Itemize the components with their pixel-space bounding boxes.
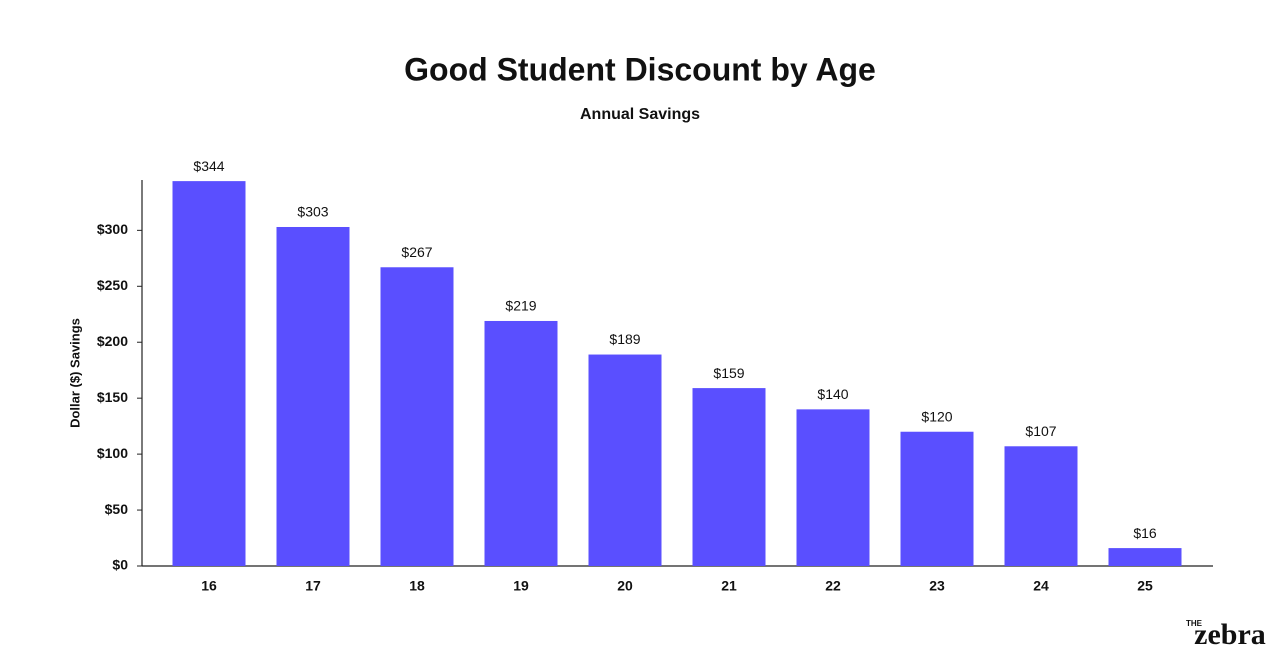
x-tick-label: 16 xyxy=(201,578,217,594)
bar xyxy=(796,409,870,566)
x-tick-label: 20 xyxy=(617,578,633,594)
value-label: $107 xyxy=(1025,423,1056,439)
bar xyxy=(1004,446,1078,566)
y-axis-label: Dollar ($) Savings xyxy=(67,318,82,428)
value-label: $159 xyxy=(713,365,744,381)
logo-name: zebra xyxy=(1194,618,1266,651)
x-tick-label: 24 xyxy=(1033,578,1049,594)
y-tick-label: $150 xyxy=(97,389,128,405)
y-tick-label: $100 xyxy=(97,445,128,461)
value-label: $120 xyxy=(921,408,952,424)
y-tick-label: $200 xyxy=(97,333,128,349)
bar xyxy=(380,267,454,566)
bar xyxy=(276,226,350,566)
chart-title: Good Student Discount by Age xyxy=(404,51,876,87)
bar xyxy=(1108,548,1182,566)
x-tick-label: 23 xyxy=(929,578,945,594)
bar xyxy=(692,388,766,566)
bar xyxy=(588,354,662,566)
bar xyxy=(172,181,246,566)
x-tick-label: 17 xyxy=(305,578,321,594)
value-label: $219 xyxy=(505,298,536,314)
bar xyxy=(484,320,558,566)
value-label: $189 xyxy=(609,331,640,347)
x-tick-label: 22 xyxy=(825,578,841,594)
x-tick-label: 19 xyxy=(513,578,529,594)
value-label: $303 xyxy=(297,204,328,220)
y-tick-label: $50 xyxy=(105,501,129,517)
value-label: $267 xyxy=(401,244,432,260)
y-tick-label: $300 xyxy=(97,221,128,237)
x-tick-label: 25 xyxy=(1137,578,1153,594)
x-tick-label: 18 xyxy=(409,578,425,594)
value-label: $344 xyxy=(193,158,224,174)
y-tick-label: $0 xyxy=(112,557,128,573)
y-tick-label: $250 xyxy=(97,277,128,293)
value-label: $16 xyxy=(1133,525,1157,541)
chart-subtitle: Annual Savings xyxy=(580,106,700,123)
logo-small: THE xyxy=(1186,619,1203,628)
x-tick-label: 21 xyxy=(721,578,737,594)
bar xyxy=(900,431,974,566)
value-label: $140 xyxy=(817,386,848,402)
